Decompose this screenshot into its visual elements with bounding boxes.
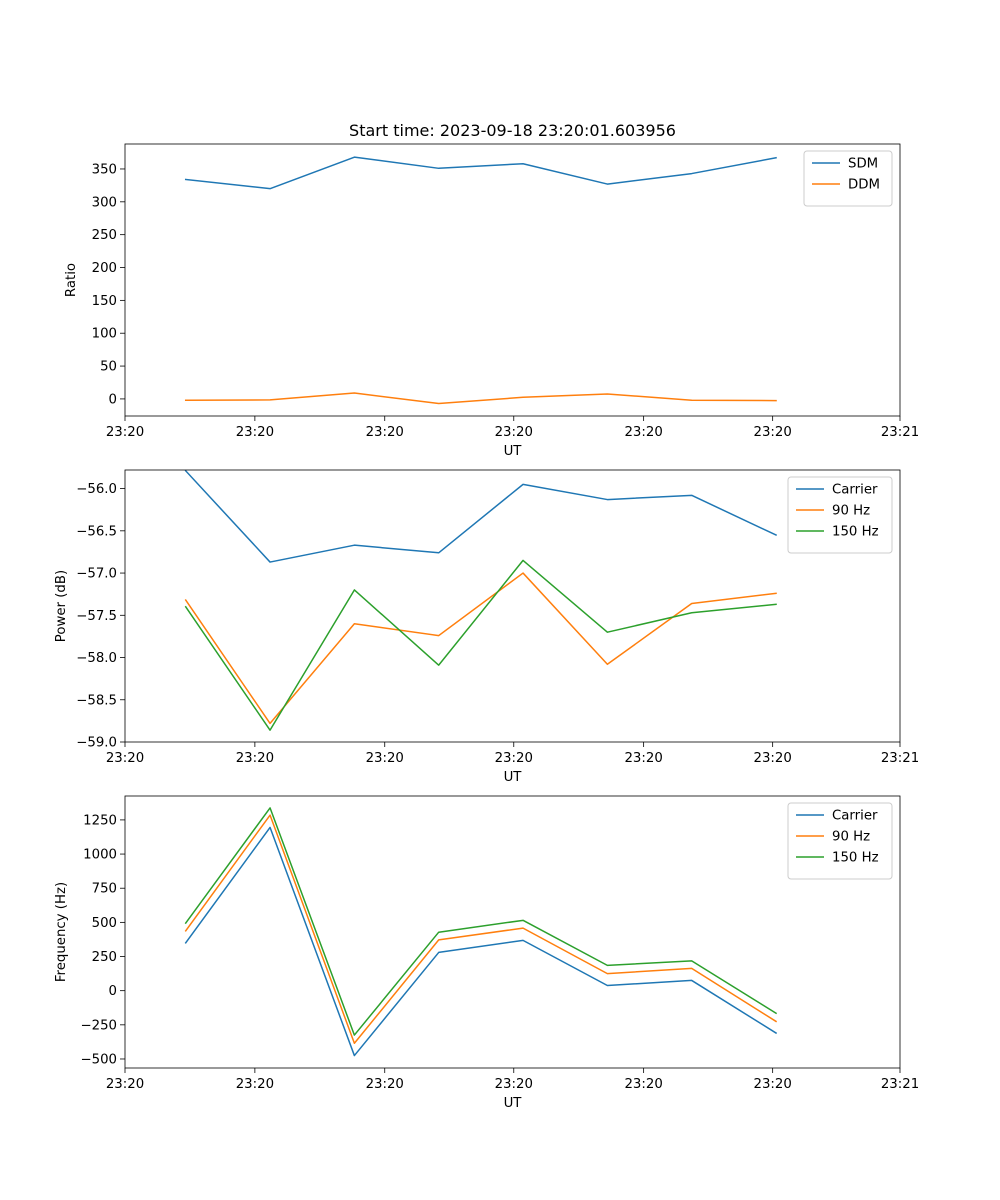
x-tick-label: 23:21 (881, 425, 919, 440)
axes-frame (124, 143, 901, 417)
legend-entry: Carrier (832, 483, 878, 498)
y-tick-label: 250 (92, 950, 117, 965)
series-line-150-hz (184, 559, 777, 731)
x-tick-label: 23:20 (495, 751, 533, 766)
series-line-150-hz (184, 807, 778, 1036)
legend-entry: 90 Hz (832, 504, 870, 519)
y-tick-label: 1250 (83, 813, 117, 828)
y-tick-label: 750 (92, 882, 117, 897)
x-tick-label: 23:21 (881, 1077, 919, 1092)
y-axis-label: Frequency (Hz) (54, 882, 69, 982)
y-tick-label: 150 (92, 294, 117, 309)
axes-frame (124, 469, 901, 743)
y-tick-label: −58.5 (76, 693, 117, 708)
x-tick-label: 23:20 (106, 1077, 144, 1092)
x-axis-label: UT (504, 444, 523, 459)
y-tick-label: 1000 (83, 848, 117, 863)
y-tick-label: −57.0 (76, 567, 117, 582)
y-tick-label: −59.0 (76, 736, 117, 751)
y-tick-label: 100 (92, 327, 117, 342)
axes-frame (124, 795, 901, 1069)
x-tick-label: 23:20 (366, 1077, 404, 1092)
x-tick-label: 23:20 (624, 1077, 662, 1092)
y-tick-label: 0 (109, 984, 117, 999)
y-axis-label: Ratio (64, 263, 79, 297)
y-tick-label: 350 (92, 162, 117, 177)
series-line-carrier (184, 469, 778, 563)
x-tick-label: 23:20 (753, 425, 791, 440)
legend-entry: DDM (848, 178, 880, 193)
legend: Carrier 90 Hz 150 Hz (787, 802, 893, 880)
x-tick-label: 23:20 (624, 425, 662, 440)
x-axis-label: UT (504, 770, 523, 785)
legend-entry: 90 Hz (832, 830, 870, 845)
x-tick-label: 23:20 (624, 751, 662, 766)
x-tick-label: 23:20 (495, 425, 533, 440)
y-tick-label: 0 (109, 392, 117, 407)
y-tick-label: −250 (80, 1018, 117, 1033)
series-line-sdm (184, 156, 777, 190)
x-tick-label: 23:20 (366, 425, 404, 440)
y-tick-label: −500 (80, 1052, 117, 1067)
legend-entry: 150 Hz (832, 851, 879, 866)
series-line-carrier (184, 826, 778, 1057)
legend-entry: SDM (848, 157, 878, 172)
chart-panel-1: 23:20 23:20 23:20 23:20 23:20 23:20 23:21 0 50 10… (64, 121, 919, 459)
x-tick-label: 23:21 (881, 751, 919, 766)
x-tick-label: 23:20 (366, 751, 404, 766)
x-axis-label: UT (504, 1096, 523, 1111)
y-tick-label: 250 (92, 228, 117, 243)
legend: Carrier 90 Hz 150 Hz (787, 476, 893, 554)
x-tick-label: 23:20 (106, 425, 144, 440)
x-tick-label: 23:20 (236, 751, 274, 766)
x-tick-label: 23:20 (236, 425, 274, 440)
y-tick-label: −56.0 (76, 482, 117, 497)
legend-box (787, 802, 893, 880)
y-tick-label: −58.0 (76, 651, 117, 666)
x-tick-label: 23:20 (753, 751, 791, 766)
x-tick-label: 23:20 (753, 1077, 791, 1092)
legend-entry: 150 Hz (832, 525, 879, 540)
legend-entry: Carrier (832, 809, 878, 824)
x-tick-label: 23:20 (106, 751, 144, 766)
y-tick-label: −57.5 (76, 609, 117, 624)
legend-box (787, 476, 893, 554)
series-line-90-hz (184, 814, 778, 1045)
y-axis-label: Power (dB) (54, 570, 69, 642)
series-line-90-hz (184, 572, 777, 725)
x-tick-label: 23:20 (236, 1077, 274, 1092)
x-tick-label: 23:20 (495, 1077, 533, 1092)
y-tick-label: 50 (100, 360, 117, 375)
chart-panel-3: 23:20 23:20 23:20 23:20 23:20 23:20 23:21 −500 −… (54, 795, 919, 1111)
chart-panel-2: 23:20 23:20 23:20 23:20 23:20 23:20 23:21 −59.0… (54, 469, 919, 785)
y-tick-label: 300 (92, 195, 117, 210)
y-tick-label: 200 (92, 261, 117, 276)
chart-title: Start time: 2023-09-18 23:20:01.603956 (349, 121, 676, 140)
series-line-ddm (184, 392, 777, 405)
y-tick-label: −56.5 (76, 524, 117, 539)
legend-box (803, 150, 893, 207)
y-tick-label: 500 (92, 916, 117, 931)
legend: SDM DDM (803, 150, 893, 207)
